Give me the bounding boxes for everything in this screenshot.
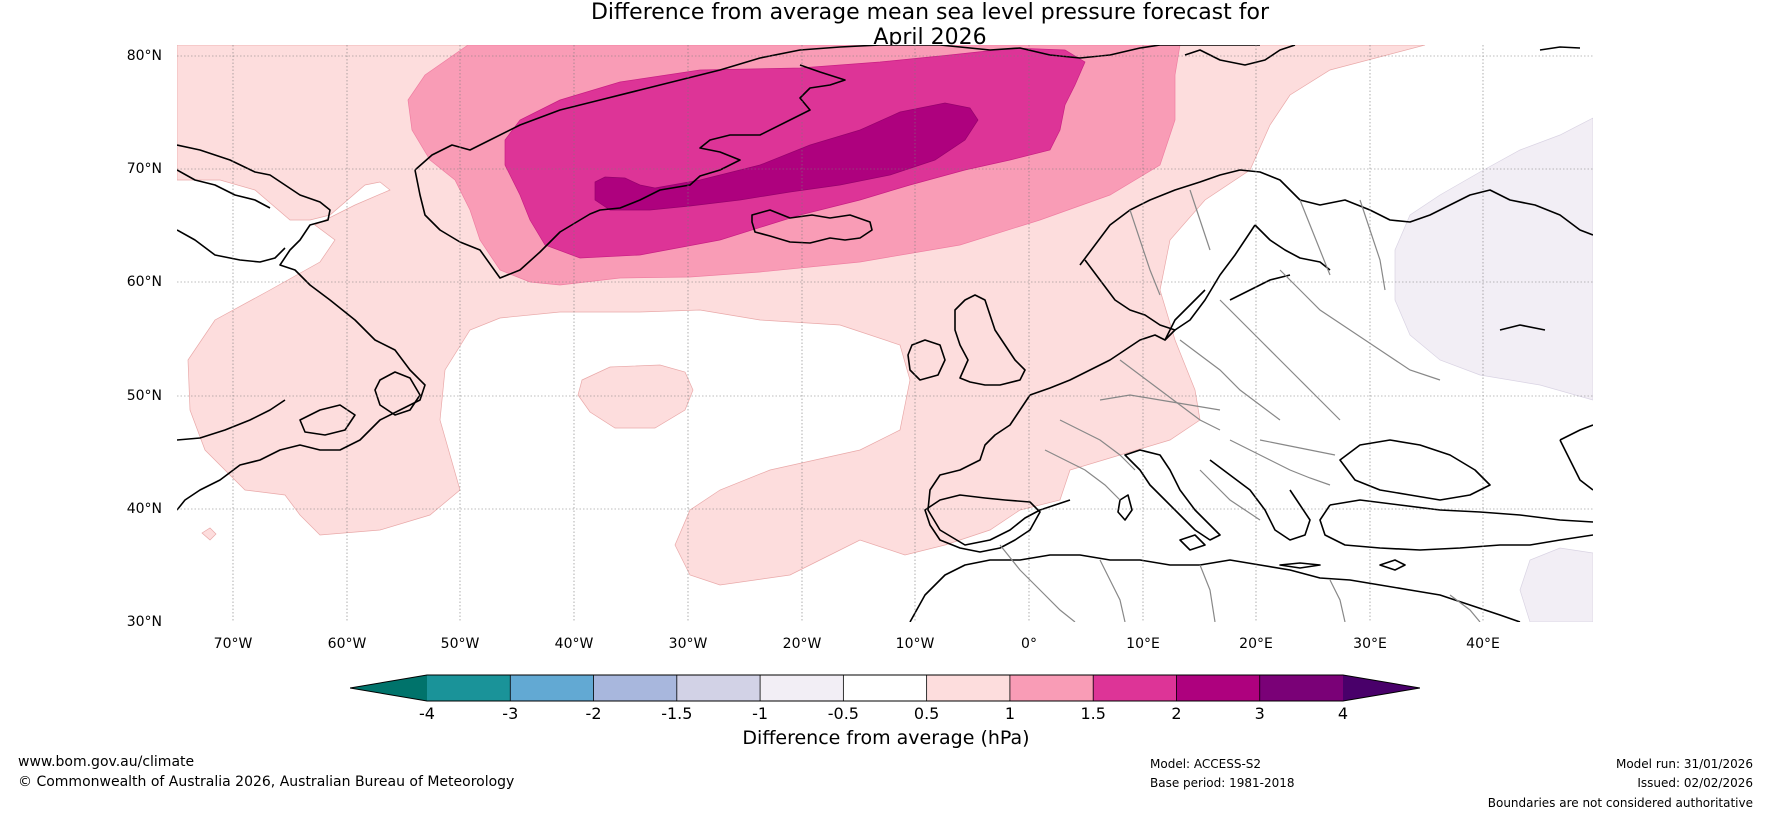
colorbar-segment xyxy=(1259,675,1344,701)
anomaly-region-south-east xyxy=(1519,547,1593,622)
colorbar-tick-label: -4 xyxy=(419,704,435,723)
lon-label-50w: 50°W xyxy=(440,636,480,652)
colorbar-segment xyxy=(593,675,678,701)
lon-label-40w: 40°W xyxy=(554,636,594,652)
colorbar-tick-label: -0.5 xyxy=(827,704,859,723)
title-line-1: Difference from average mean sea level p… xyxy=(590,0,1270,25)
colorbar-segment xyxy=(676,675,761,701)
lon-label-20e: 20°E xyxy=(1239,636,1273,652)
lon-label-20w: 20°W xyxy=(782,636,822,652)
colorbar-segment xyxy=(510,675,595,701)
colorbar-tick-label: -1.5 xyxy=(661,704,693,723)
lat-label-70n: 70°N xyxy=(126,161,162,177)
colorbar-segment xyxy=(760,675,844,701)
colorbar-tick-label: -2 xyxy=(585,704,602,723)
anomaly-blob-small xyxy=(201,527,217,541)
colorbar-under-arrow xyxy=(350,675,427,701)
colorbar-tick-label: 1.5 xyxy=(1080,704,1106,723)
lon-label-10e: 10°E xyxy=(1126,636,1160,652)
lat-label-30n: 30°N xyxy=(126,614,162,630)
lon-label-70w: 70°W xyxy=(213,636,253,652)
pressure-anomaly-map xyxy=(177,45,1593,622)
lon-label-0: 0° xyxy=(1021,636,1037,652)
colorbar-over-arrow xyxy=(1343,675,1420,701)
boundaries-disclaimer: Boundaries are not considered authoritat… xyxy=(1487,796,1753,810)
lat-label-80n: 80°N xyxy=(126,48,162,64)
model-run-date: Model run: 31/01/2026 xyxy=(1615,757,1753,771)
lon-label-40e: 40°E xyxy=(1466,636,1500,652)
colorbar xyxy=(350,674,1420,702)
colorbar-tick-label: 1 xyxy=(1004,704,1015,723)
copyright-text: © Commonwealth of Australia 2026, Austra… xyxy=(18,774,515,790)
coastlines xyxy=(177,45,1593,622)
website-link[interactable]: www.bom.gov.au/climate xyxy=(18,754,195,770)
base-period: Base period: 1981-2018 xyxy=(1150,776,1295,790)
colorbar-tick-label: -1 xyxy=(752,704,769,723)
colorbar-tick-label: 2 xyxy=(1171,704,1182,723)
map-title: Difference from average mean sea level p… xyxy=(0,0,1770,50)
colorbar-tick-label: -3 xyxy=(502,704,519,723)
colorbar-tick-label: 4 xyxy=(1337,704,1349,723)
colorbar-segment xyxy=(926,675,1011,701)
issued-date: Issued: 02/02/2026 xyxy=(1637,776,1753,790)
colorbar-tick-label: 0.5 xyxy=(913,704,940,723)
lat-label-40n: 40°N xyxy=(126,501,162,517)
colorbar-segment xyxy=(1009,675,1094,701)
lon-label-60w: 60°W xyxy=(327,636,367,652)
lon-label-10w: 10°W xyxy=(895,636,935,652)
lon-label-30w: 30°W xyxy=(668,636,708,652)
colorbar-segment xyxy=(843,675,928,701)
anomaly-blob-mid-atlantic xyxy=(577,364,694,429)
colorbar-segment xyxy=(427,675,511,701)
lat-label-50n: 50°N xyxy=(126,388,162,404)
colorbar-segment xyxy=(1093,675,1177,701)
colorbar-tick-label: 3 xyxy=(1254,704,1265,723)
colorbar-title: Difference from average (hPa) xyxy=(742,727,1030,749)
lat-label-60n: 60°N xyxy=(126,274,162,290)
colorbar-segment xyxy=(1176,675,1261,701)
lon-label-30e: 30°E xyxy=(1353,636,1387,652)
country-borders xyxy=(999,189,1481,622)
model-name: Model: ACCESS-S2 xyxy=(1150,757,1262,771)
gridlines xyxy=(177,45,1593,622)
